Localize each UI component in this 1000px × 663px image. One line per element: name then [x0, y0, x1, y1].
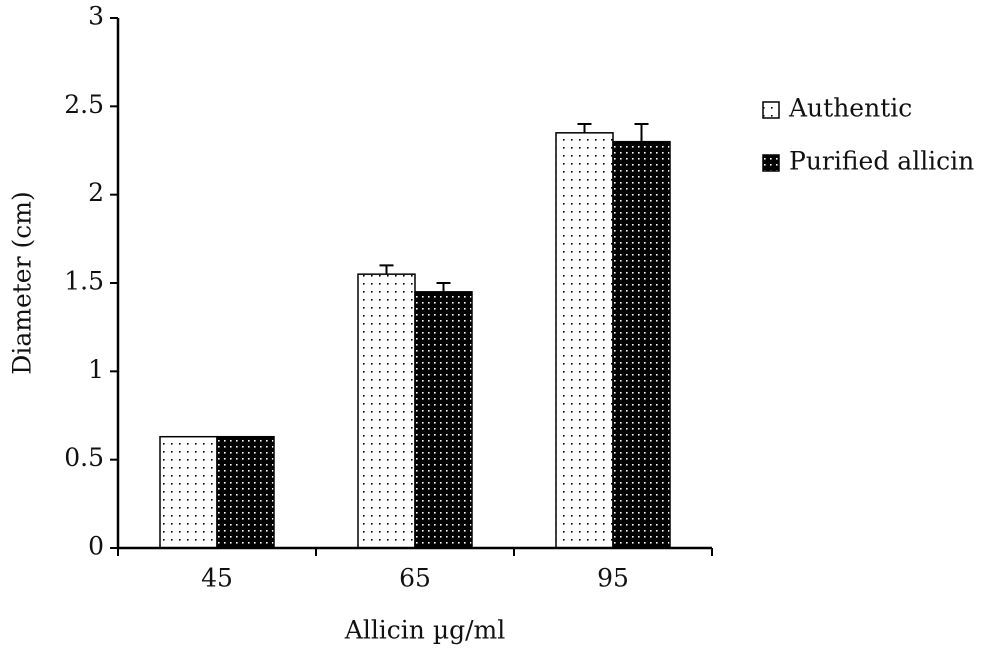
bar: [216, 435, 275, 549]
x-tick-label: 45: [201, 564, 233, 593]
y-tick-label: 2: [88, 178, 104, 207]
y-tick-label: 3: [88, 2, 104, 31]
y-tick-label: 1.5: [64, 267, 104, 296]
x-axis-label: Allicin µg/ml: [344, 616, 505, 645]
error-bar: [436, 282, 451, 292]
y-tick-label: 0.5: [64, 443, 104, 472]
legend-label: Authentic: [788, 94, 912, 123]
bar: [555, 132, 614, 549]
error-bar: [379, 264, 394, 275]
x-tick-label: 95: [597, 564, 629, 593]
legend-swatch: [762, 154, 780, 172]
legend-swatch: [762, 101, 780, 119]
error-bar: [577, 123, 592, 133]
y-tick-label: 1: [88, 355, 104, 384]
y-axis-label: Diameter (cm): [8, 191, 37, 374]
legend-label: Purified allicin: [789, 147, 974, 176]
bar: [159, 435, 218, 549]
bar: [612, 140, 671, 549]
y-tick-label: 2.5: [64, 90, 104, 119]
y-tick-label: 0: [88, 532, 104, 561]
error-bar: [634, 123, 649, 142]
bar: [357, 273, 416, 549]
x-tick-label: 65: [399, 564, 431, 593]
bar: [414, 291, 473, 549]
